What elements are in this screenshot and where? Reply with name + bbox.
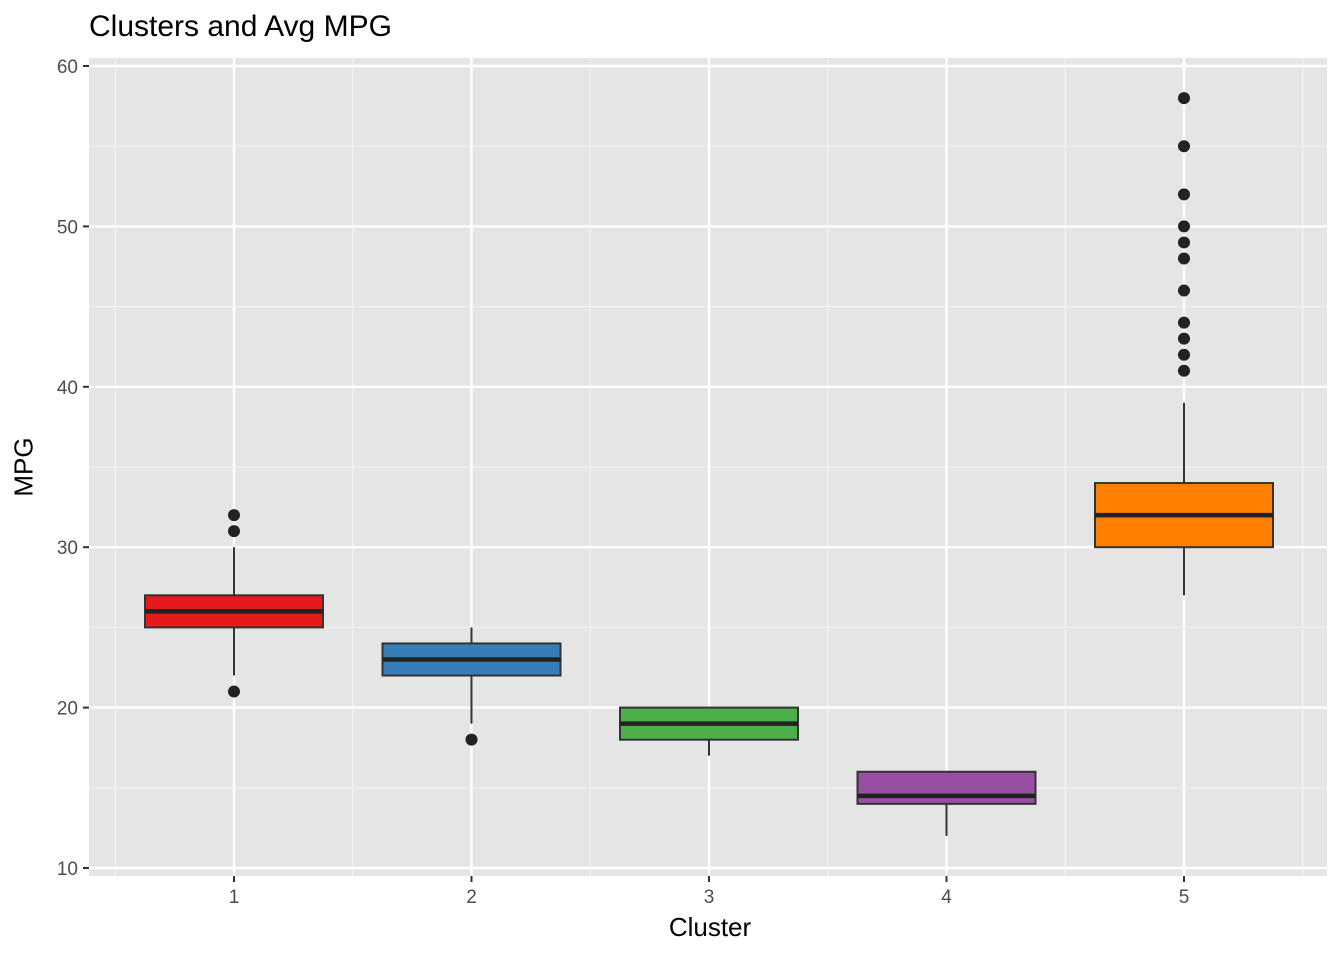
outlier-point	[228, 685, 240, 698]
x-tick-label: 2	[466, 887, 477, 908]
outlier-point	[465, 733, 478, 746]
outlier-point	[1178, 236, 1190, 249]
x-tick-label: 4	[941, 887, 952, 908]
outlier-point	[1178, 284, 1190, 297]
x-tick-label: 1	[229, 887, 240, 908]
outlier-point	[1178, 364, 1190, 377]
outlier-point	[1178, 140, 1190, 153]
x-tick-label: 5	[1179, 887, 1190, 908]
outlier-point	[1178, 92, 1190, 105]
chart-title: Clusters and Avg MPG	[89, 10, 392, 43]
outlier-point	[1178, 348, 1190, 361]
outlier-point	[1178, 188, 1190, 201]
y-tick-label: 10	[57, 859, 78, 880]
outlier-point	[1178, 316, 1190, 329]
y-tick-label: 60	[57, 57, 78, 78]
outlier-point	[228, 509, 240, 522]
box	[856, 770, 1037, 805]
y-tick-label: 20	[57, 699, 78, 720]
outlier-point	[1178, 332, 1190, 345]
y-tick-label: 30	[57, 538, 78, 559]
outlier-point	[1178, 252, 1190, 265]
outlier-point	[1178, 220, 1190, 233]
y-tick-label: 50	[57, 217, 78, 238]
y-tick-label: 40	[57, 378, 78, 399]
outlier-point	[228, 525, 240, 538]
y-axis-label: MPG	[8, 437, 39, 497]
x-tick-label: 3	[704, 887, 715, 908]
x-axis-label: Cluster	[668, 912, 752, 942]
